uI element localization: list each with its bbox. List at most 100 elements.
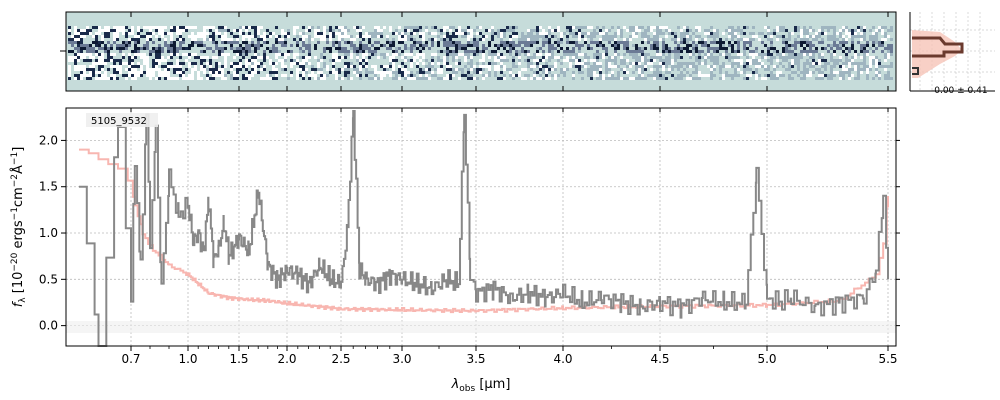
twod-pixel xyxy=(785,59,788,62)
twod-pixel xyxy=(203,71,206,74)
twod-pixel xyxy=(344,56,347,59)
twod-pixel xyxy=(362,47,365,50)
twod-pixel xyxy=(335,77,338,80)
twod-pixel xyxy=(344,32,347,35)
twod-pixel xyxy=(467,26,470,29)
twod-pixel xyxy=(830,38,833,41)
twod-pixel xyxy=(542,68,545,71)
twod-pixel xyxy=(515,50,518,53)
twod-pixel xyxy=(134,50,137,53)
twod-pixel xyxy=(641,74,644,77)
twod-pixel xyxy=(152,47,155,50)
twod-pixel xyxy=(848,74,851,77)
twod-pixel xyxy=(98,44,101,47)
twod-pixel xyxy=(605,35,608,38)
twod-pixel xyxy=(260,68,263,71)
twod-pixel xyxy=(275,53,278,56)
twod-pixel xyxy=(326,65,329,68)
twod-pixel xyxy=(359,32,362,35)
twod-pixel xyxy=(74,59,77,62)
twod-pixel xyxy=(824,74,827,77)
twod-pixel xyxy=(767,74,770,77)
twod-pixel xyxy=(500,65,503,68)
twod-pixel xyxy=(545,32,548,35)
twod-pixel xyxy=(257,65,260,68)
twod-pixel xyxy=(743,32,746,35)
twod-pixel xyxy=(467,74,470,77)
twod-pixel xyxy=(833,53,836,56)
twod-pixel xyxy=(587,35,590,38)
twod-pixel xyxy=(398,71,401,74)
twod-pixel xyxy=(455,32,458,35)
twod-pixel xyxy=(641,77,644,80)
twod-pixel xyxy=(392,53,395,56)
twod-pixel xyxy=(578,35,581,38)
twod-pixel xyxy=(488,65,491,68)
twod-pixel xyxy=(320,38,323,41)
twod-pixel xyxy=(335,53,338,56)
twod-pixel xyxy=(842,74,845,77)
twod-pixel xyxy=(842,26,845,29)
twod-pixel xyxy=(605,38,608,41)
twod-pixel xyxy=(284,38,287,41)
twod-pixel xyxy=(500,62,503,65)
twod-pixel xyxy=(716,29,719,32)
twod-pixel xyxy=(503,32,506,35)
twod-pixel xyxy=(152,26,155,29)
twod-pixel xyxy=(815,38,818,41)
twod-pixel xyxy=(431,41,434,44)
twod-pixel xyxy=(596,62,599,65)
twod-pixel xyxy=(641,41,644,44)
twod-pixel xyxy=(107,29,110,32)
twod-pixel xyxy=(773,47,776,50)
twod-pixel xyxy=(113,77,116,80)
twod-pixel xyxy=(803,53,806,56)
twod-pixel xyxy=(122,26,125,29)
twod-pixel xyxy=(590,41,593,44)
twod-pixel xyxy=(299,65,302,68)
twod-pixel xyxy=(845,41,848,44)
twod-pixel xyxy=(344,50,347,53)
twod-pixel xyxy=(740,32,743,35)
twod-pixel xyxy=(515,26,518,29)
twod-pixel xyxy=(437,68,440,71)
twod-pixel xyxy=(287,29,290,32)
twod-pixel xyxy=(515,32,518,35)
twod-pixel xyxy=(686,26,689,29)
twod-pixel xyxy=(872,50,875,53)
twod-pixel xyxy=(284,53,287,56)
twod-pixel xyxy=(470,29,473,32)
twod-pixel xyxy=(785,41,788,44)
twod-pixel xyxy=(542,71,545,74)
twod-pixel xyxy=(554,41,557,44)
twod-pixel xyxy=(482,53,485,56)
twod-pixel xyxy=(239,68,242,71)
twod-pixel xyxy=(821,26,824,29)
twod-pixel xyxy=(881,41,884,44)
twod-pixel xyxy=(614,59,617,62)
twod-pixel xyxy=(614,62,617,65)
twod-pixel xyxy=(536,38,539,41)
twod-pixel xyxy=(170,26,173,29)
twod-pixel xyxy=(713,50,716,53)
twod-pixel xyxy=(572,77,575,80)
twod-pixel xyxy=(854,77,857,80)
twod-pixel xyxy=(359,35,362,38)
twod-pixel xyxy=(434,68,437,71)
twod-pixel xyxy=(461,71,464,74)
twod-pixel xyxy=(560,38,563,41)
twod-pixel xyxy=(245,74,248,77)
twod-pixel xyxy=(569,29,572,32)
twod-pixel xyxy=(353,71,356,74)
twod-pixel xyxy=(737,47,740,50)
twod-pixel xyxy=(578,29,581,32)
twod-pixel xyxy=(170,29,173,32)
twod-pixel xyxy=(488,71,491,74)
twod-pixel xyxy=(152,62,155,65)
twod-pixel xyxy=(767,47,770,50)
twod-pixel xyxy=(521,77,524,80)
twod-pixel xyxy=(344,74,347,77)
twod-pixel xyxy=(878,29,881,32)
twod-pixel xyxy=(845,38,848,41)
twod-pixel xyxy=(254,59,257,62)
